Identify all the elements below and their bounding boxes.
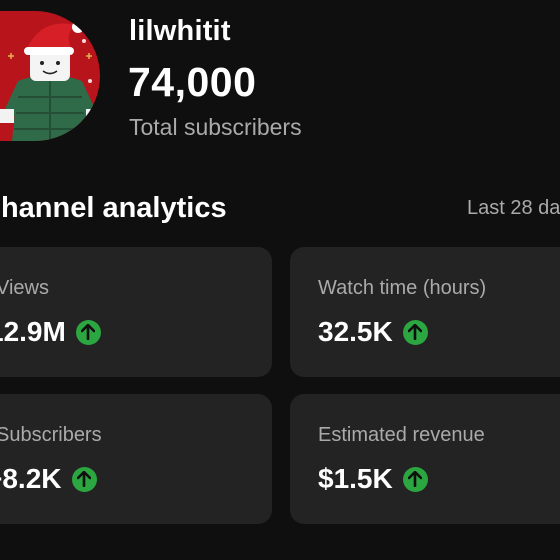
period-selector[interactable]: Last 28 days [467, 197, 560, 219]
metric-label: Views [0, 277, 49, 299]
metric-value: +8.2K [0, 463, 62, 494]
metric-label: Subscribers [0, 424, 102, 446]
metric-card-subscribers[interactable]: Subscribers +8.2K [0, 394, 272, 524]
arrow-up-circle-icon [71, 466, 97, 492]
section-title: Channel analytics [0, 192, 300, 225]
metric-label: Estimated revenue [318, 424, 485, 446]
subscriber-label: Total subscribers [129, 114, 302, 140]
metric-label: Watch time (hours) [318, 277, 487, 299]
channel-name: lilwhitit [129, 15, 231, 47]
arrow-up-circle-icon [402, 319, 428, 345]
arrow-up-circle-icon [75, 319, 101, 345]
arrow-up-circle-icon [402, 466, 428, 492]
metric-value: 32.5K [318, 316, 393, 347]
metric-value: 12.9M [0, 316, 66, 347]
metric-card-views[interactable]: Views 12.9M [0, 247, 272, 377]
metric-value: $1.5K [318, 463, 393, 494]
channel-avatar[interactable] [0, 11, 100, 141]
subscriber-count: 74,000 [128, 59, 257, 105]
metric-card-estimated-revenue[interactable]: Estimated revenue $1.5K [290, 394, 560, 524]
metric-card-watch-time[interactable]: Watch time (hours) 32.5K [290, 247, 560, 377]
section-title-text: Channel analytics [0, 192, 227, 224]
